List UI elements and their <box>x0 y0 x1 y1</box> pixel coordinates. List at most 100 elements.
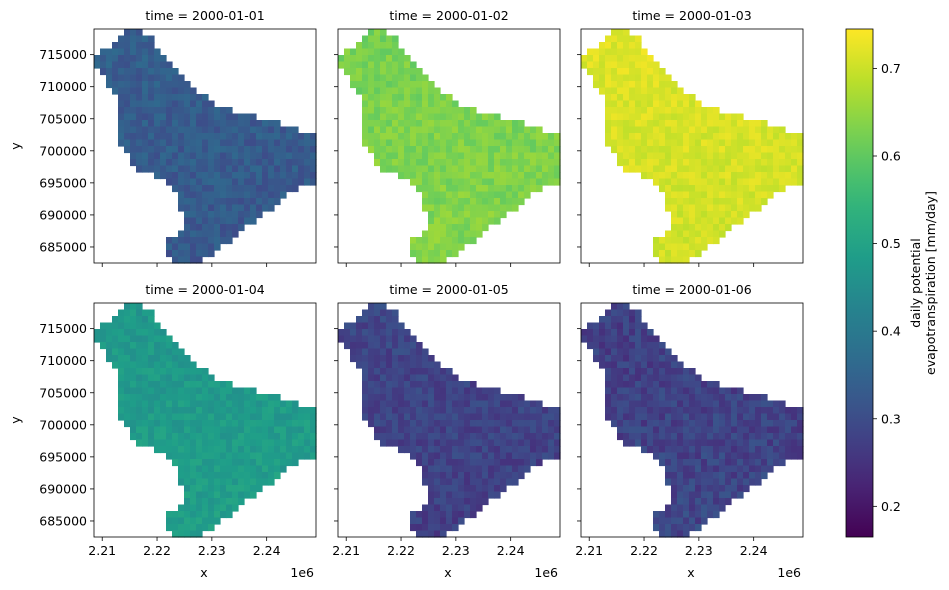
heatmap-cell <box>554 439 561 447</box>
heatmap-cell <box>605 361 612 369</box>
heatmap-cell <box>470 204 477 212</box>
heatmap-cell <box>617 29 624 37</box>
heatmap-cell <box>428 511 435 519</box>
heatmap-cell <box>190 426 197 434</box>
heatmap-cell <box>422 452 429 460</box>
heatmap-cell <box>124 133 131 141</box>
heatmap-cell <box>172 100 179 108</box>
heatmap-cell <box>731 407 738 415</box>
heatmap-cell <box>482 152 489 160</box>
heatmap-cell <box>524 126 531 134</box>
heatmap-cell <box>623 159 630 167</box>
heatmap-cell <box>220 504 227 512</box>
heatmap-cell <box>160 172 167 180</box>
y-tick-label: 715000 <box>39 47 87 62</box>
heatmap-cell <box>286 433 293 441</box>
heatmap-cell <box>298 413 305 421</box>
heatmap-cell <box>166 374 173 382</box>
heatmap-cell <box>392 139 399 147</box>
heatmap-cell <box>244 452 251 460</box>
heatmap-cell <box>458 394 465 402</box>
heatmap-cell <box>659 237 666 245</box>
heatmap-cell <box>256 126 263 134</box>
heatmap-cell <box>380 309 387 317</box>
heatmap-cell <box>707 491 714 499</box>
heatmap-cell <box>671 185 678 193</box>
heatmap-cell <box>208 381 215 389</box>
heatmap-cell <box>112 335 119 343</box>
heatmap-cell <box>428 504 435 512</box>
heatmap-cell <box>356 48 363 56</box>
heatmap-cell <box>196 152 203 160</box>
heatmap-cell <box>659 113 666 121</box>
heatmap-cell <box>190 250 197 258</box>
heatmap-cell <box>416 452 423 460</box>
heatmap-cell <box>238 217 245 225</box>
heatmap-cell <box>280 426 287 434</box>
heatmap-cell <box>458 387 465 395</box>
heatmap-cell <box>737 485 744 493</box>
heatmap-cell <box>184 120 191 128</box>
heatmap-cell <box>677 178 684 186</box>
heatmap-cell <box>641 322 648 330</box>
heatmap-cell <box>635 48 642 56</box>
heatmap-cell <box>440 517 447 525</box>
heatmap-cell <box>530 139 537 147</box>
heatmap-cell <box>214 439 221 447</box>
x-axis-label: x <box>687 565 694 580</box>
heatmap-cell <box>202 374 209 382</box>
heatmap-cell <box>190 420 197 428</box>
heatmap-cell <box>362 61 369 69</box>
heatmap-cell <box>488 159 495 167</box>
heatmap-cell <box>683 504 690 512</box>
heatmap-cell <box>482 126 489 134</box>
heatmap-cell <box>707 498 714 506</box>
heatmap-cell <box>470 217 477 225</box>
heatmap-cell <box>671 433 678 441</box>
heatmap-cell <box>232 178 239 186</box>
heatmap-cell <box>244 478 251 486</box>
heatmap-cell <box>701 452 708 460</box>
heatmap-cell <box>713 459 720 467</box>
heatmap-cell <box>488 413 495 421</box>
heatmap-cell <box>214 113 221 121</box>
heatmap-cell <box>268 139 275 147</box>
heatmap-cell <box>518 465 525 473</box>
heatmap-cell <box>428 387 435 395</box>
heatmap-cell <box>238 420 245 428</box>
heatmap-cell <box>494 387 501 395</box>
heatmap-cell <box>154 120 161 128</box>
heatmap-cell <box>683 472 690 480</box>
heatmap-cell <box>392 329 399 337</box>
heatmap-cell <box>136 322 143 330</box>
heatmap-cell <box>458 420 465 428</box>
heatmap-cell <box>160 61 167 69</box>
heatmap-cell <box>641 139 648 147</box>
heatmap-cell <box>458 485 465 493</box>
heatmap-cell <box>398 107 405 115</box>
heatmap-cell <box>470 381 477 389</box>
heatmap-cell <box>410 120 417 128</box>
heatmap-cell <box>214 211 221 219</box>
heatmap-cell <box>434 387 441 395</box>
heatmap-cell <box>707 472 714 480</box>
heatmap-cell <box>707 152 714 160</box>
heatmap-cell <box>250 400 257 408</box>
heatmap-cell <box>190 472 197 480</box>
heatmap-cell <box>452 165 459 173</box>
heatmap-cell <box>611 400 618 408</box>
y-tick-label: 715000 <box>39 321 87 336</box>
heatmap-cell <box>773 165 780 173</box>
heatmap-cell <box>482 217 489 225</box>
heatmap-cell <box>470 413 477 421</box>
heatmap-cell <box>743 126 750 134</box>
heatmap-cell <box>446 230 453 238</box>
heatmap-cell <box>250 217 257 225</box>
heatmap-cell <box>452 498 459 506</box>
heatmap-cell <box>713 491 720 499</box>
heatmap-cell <box>677 204 684 212</box>
heatmap-cell <box>542 165 549 173</box>
heatmap-cell <box>356 42 363 50</box>
heatmap-cell <box>725 133 732 141</box>
heatmap-cell <box>178 100 185 108</box>
